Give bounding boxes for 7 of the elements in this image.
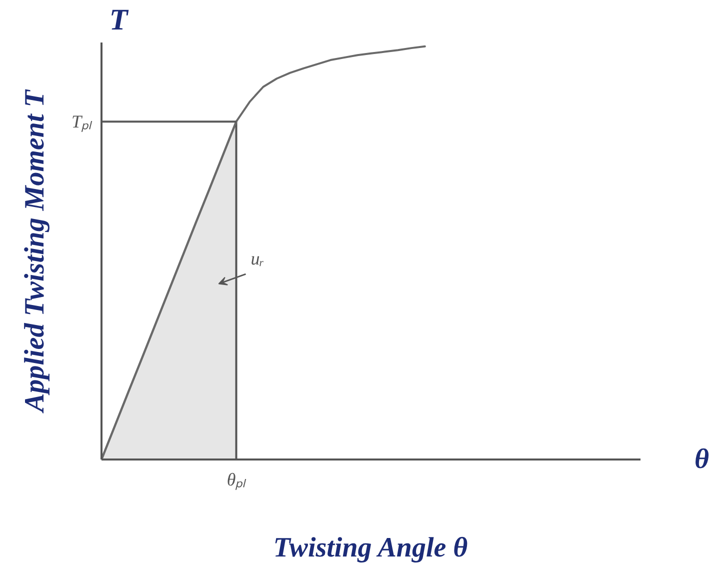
- x-axis-title: Twisting Angle θ: [273, 532, 468, 564]
- annotation: uᵣ: [250, 248, 264, 268]
- text: T: [109, 4, 130, 36]
- y-axis-title: Applied Twisting Moment T: [19, 88, 50, 414]
- text: θ: [694, 444, 710, 475]
- ref-line-label: Tₚₗ: [71, 112, 92, 133]
- text: θₚₗ: [226, 470, 247, 490]
